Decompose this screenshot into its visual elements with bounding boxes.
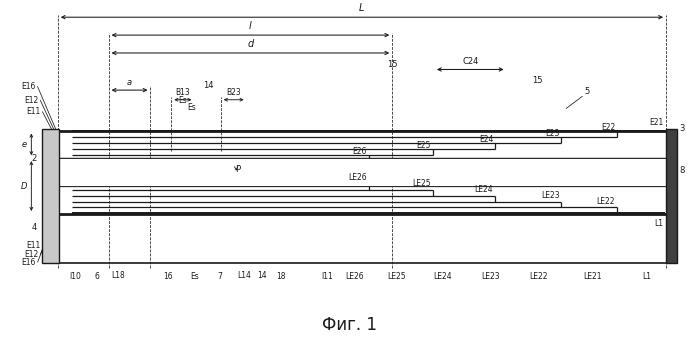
Text: 15: 15 (532, 76, 543, 85)
Text: 2: 2 (31, 154, 37, 163)
Text: B23: B23 (226, 88, 241, 97)
Text: Es: Es (187, 103, 196, 112)
Text: L: L (359, 3, 364, 13)
Text: D: D (21, 182, 27, 191)
Text: L18: L18 (111, 271, 125, 280)
Text: E11: E11 (26, 242, 40, 250)
Text: 14: 14 (257, 271, 267, 280)
Text: E11: E11 (26, 107, 40, 116)
Bar (58, 158, 666, 187)
Text: E21: E21 (649, 118, 663, 127)
Text: LE22: LE22 (529, 272, 548, 281)
Text: 8: 8 (679, 166, 685, 175)
Text: E26: E26 (352, 147, 366, 156)
Text: C24: C24 (462, 57, 478, 66)
Text: 14: 14 (203, 81, 214, 90)
Text: LE21: LE21 (584, 272, 602, 281)
Text: E25: E25 (416, 141, 431, 150)
Text: L1: L1 (643, 272, 652, 281)
Text: 7: 7 (218, 272, 223, 281)
Text: l10: l10 (69, 272, 81, 280)
Bar (666, 129, 677, 263)
Text: LE26: LE26 (348, 173, 366, 182)
Text: LE25: LE25 (412, 179, 431, 188)
Text: 5: 5 (584, 87, 590, 96)
Text: Es: Es (179, 96, 187, 105)
Text: L1: L1 (654, 219, 663, 228)
Text: Фиг. 1: Фиг. 1 (322, 316, 376, 333)
Text: L14: L14 (237, 271, 251, 280)
Bar (43, 129, 59, 263)
Text: E23: E23 (545, 129, 559, 138)
Text: E12: E12 (24, 250, 38, 259)
Text: LE23: LE23 (541, 191, 559, 200)
Text: a: a (127, 78, 132, 87)
Text: LE23: LE23 (481, 272, 500, 281)
Text: Es: Es (190, 272, 199, 281)
Text: l: l (249, 21, 252, 31)
Text: LE22: LE22 (597, 197, 615, 206)
Text: E16: E16 (21, 258, 36, 267)
Text: 6: 6 (94, 272, 99, 281)
Text: E22: E22 (601, 124, 615, 132)
Text: 3: 3 (679, 125, 685, 134)
Text: E12: E12 (24, 96, 38, 105)
Text: d: d (247, 39, 253, 48)
Text: LE26: LE26 (346, 272, 364, 281)
Text: B13: B13 (175, 88, 191, 97)
Text: 15: 15 (387, 61, 398, 70)
Text: LE24: LE24 (433, 272, 452, 281)
Text: E24: E24 (479, 135, 493, 144)
Text: 18: 18 (276, 272, 286, 280)
Text: 4: 4 (31, 223, 37, 232)
Text: e: e (22, 140, 27, 149)
Text: E16: E16 (21, 82, 36, 91)
Text: LE24: LE24 (475, 185, 493, 194)
Text: P: P (235, 165, 240, 174)
Text: 16: 16 (163, 272, 172, 281)
Text: LE25: LE25 (387, 272, 406, 281)
Text: l11: l11 (321, 272, 332, 281)
